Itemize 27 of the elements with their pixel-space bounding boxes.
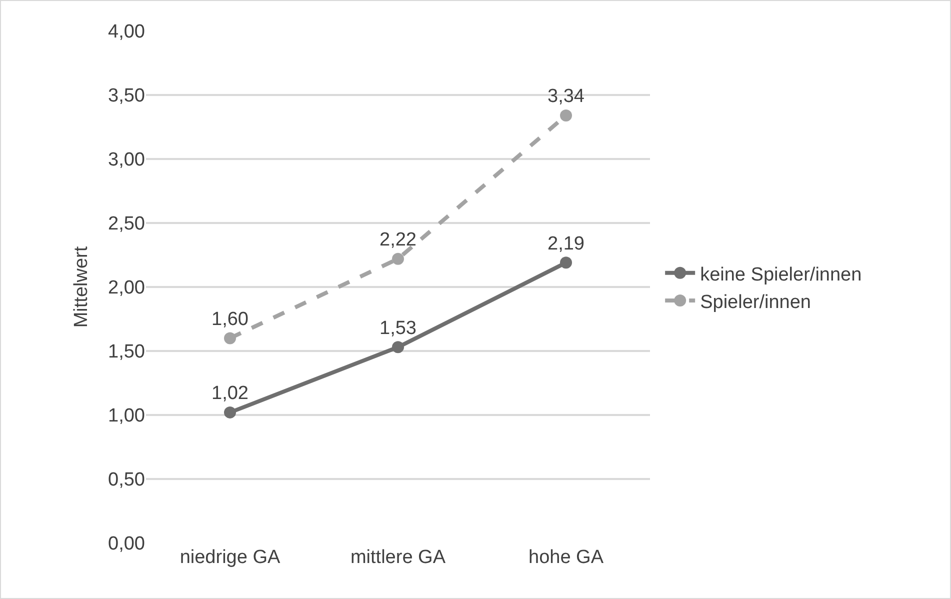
point (224, 406, 236, 418)
point (560, 109, 572, 122)
x-tick-label: hohe GA (528, 547, 604, 568)
data-label: 3,34 (548, 86, 585, 108)
x-tick-label: niedrige GA (180, 547, 280, 568)
y-tick-label: 2,00 (108, 278, 145, 299)
y-tick-label: 3,50 (108, 86, 145, 107)
data-label: 1,02 (212, 383, 248, 404)
legend-label: Spieler/innen (700, 292, 811, 313)
data-label: 2,19 (548, 233, 584, 254)
x-tick-label: mittlere GA (350, 547, 446, 568)
data-label: 1,53 (380, 318, 416, 339)
y-tick-label: 0,50 (108, 470, 145, 491)
y-tick-label: 1,50 (108, 342, 145, 363)
point (560, 256, 572, 269)
data-label: 1,60 (212, 308, 248, 330)
point (224, 332, 236, 344)
y-axis-title: Mittelwert (70, 246, 92, 328)
point (392, 252, 404, 265)
y-tick-label: 3,00 (108, 150, 145, 171)
y-tick-label: 4,00 (108, 22, 145, 43)
legend-label: keine Spieler/innen (700, 264, 862, 286)
point (392, 341, 404, 354)
y-tick-label: 0,00 (108, 534, 145, 555)
y-tick-label: 2,50 (108, 214, 145, 235)
data-label: 2,22 (380, 230, 416, 251)
y-tick-label: 1,00 (108, 406, 145, 427)
